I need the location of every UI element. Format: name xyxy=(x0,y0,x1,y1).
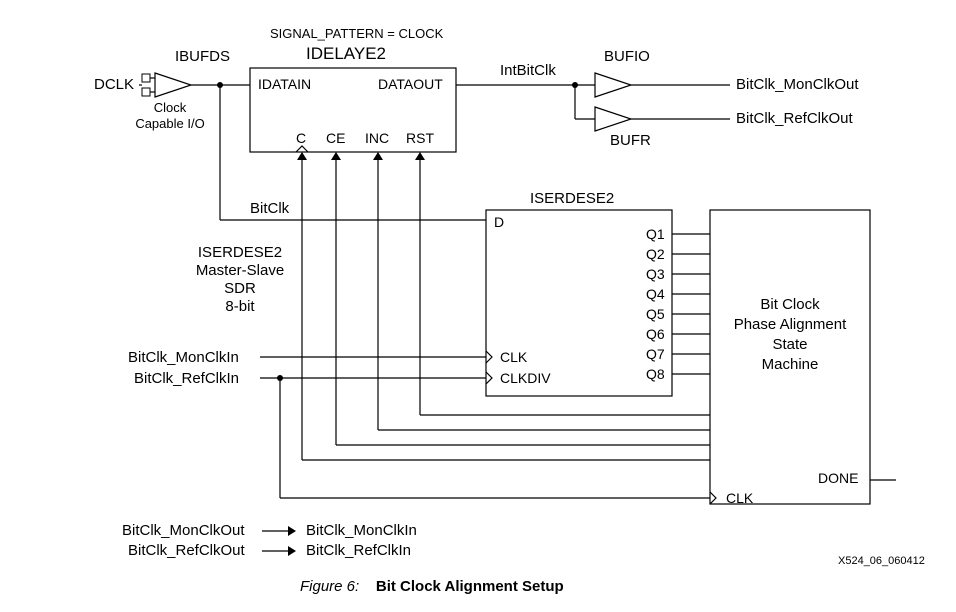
bufr-label: BUFR xyxy=(610,132,651,149)
ibufds-sub1: Clock xyxy=(140,100,200,115)
bufio-label: BUFIO xyxy=(604,48,650,65)
bufr-output: BitClk_RefClkOut xyxy=(736,110,853,127)
ibufds-sub2: Capable I/O xyxy=(125,116,215,131)
ibufds-label: IBUFDS xyxy=(175,48,230,65)
fsm-line2: Phase Alignment xyxy=(710,316,870,333)
iserdes-title-top: ISERDESE2 xyxy=(530,190,614,207)
caption-title: Bit Clock Alignment Setup xyxy=(376,578,564,595)
legend-1a: BitClk_MonClkOut xyxy=(122,522,245,539)
iserdes-sub4: 8-bit xyxy=(175,298,305,315)
ref-id: X524_06_060412 xyxy=(838,555,925,567)
iserdes-sub1: ISERDESE2 xyxy=(175,244,305,261)
idelay-idatain: IDATAIN xyxy=(258,76,311,92)
legend-2a: BitClk_RefClkOut xyxy=(128,542,245,559)
monclkin-label: BitClk_MonClkIn xyxy=(128,349,239,366)
fsm-done: DONE xyxy=(818,470,858,486)
idelay-dataout: DATAOUT xyxy=(378,76,443,92)
iserdes-d: D xyxy=(494,214,504,230)
iserdes-q4: Q4 xyxy=(646,286,665,302)
iserdes-sub3: SDR xyxy=(175,280,305,297)
fsm-clk: CLK xyxy=(726,490,753,506)
idelay-header: SIGNAL_PATTERN = CLOCK xyxy=(270,26,443,41)
fsm-line3: State xyxy=(710,336,870,353)
iserdes-q3: Q3 xyxy=(646,266,665,282)
intbitclk-label: IntBitClk xyxy=(500,62,556,79)
idelay-ce: CE xyxy=(326,130,345,146)
iserdes-clkdiv: CLKDIV xyxy=(500,370,551,386)
bufio-output: BitClk_MonClkOut xyxy=(736,76,859,93)
fsm-line4: Machine xyxy=(710,356,870,373)
idelay-title: IDELAYE2 xyxy=(306,44,386,64)
iserdes-q7: Q7 xyxy=(646,346,665,362)
iserdes-q2: Q2 xyxy=(646,246,665,262)
iserdes-q8: Q8 xyxy=(646,366,665,382)
iserdes-sub2: Master-Slave xyxy=(175,262,305,279)
legend-2b: BitClk_RefClkIn xyxy=(306,542,411,559)
idelay-rst: RST xyxy=(406,130,434,146)
dclk-label: DCLK xyxy=(94,76,134,93)
idelay-c: C xyxy=(296,130,306,146)
bitclk-label: BitClk xyxy=(250,200,289,217)
iserdes-clk: CLK xyxy=(500,349,527,365)
iserdes-q5: Q5 xyxy=(646,306,665,322)
caption-prefix: Figure 6: xyxy=(300,578,359,595)
figure-caption: Figure 6: Bit Clock Alignment Setup xyxy=(300,578,564,595)
iserdes-q1: Q1 xyxy=(646,226,665,242)
refclkin-label: BitClk_RefClkIn xyxy=(134,370,239,387)
legend-1b: BitClk_MonClkIn xyxy=(306,522,417,539)
iserdes-q6: Q6 xyxy=(646,326,665,342)
idelay-inc: INC xyxy=(365,130,389,146)
fsm-line1: Bit Clock xyxy=(710,296,870,313)
